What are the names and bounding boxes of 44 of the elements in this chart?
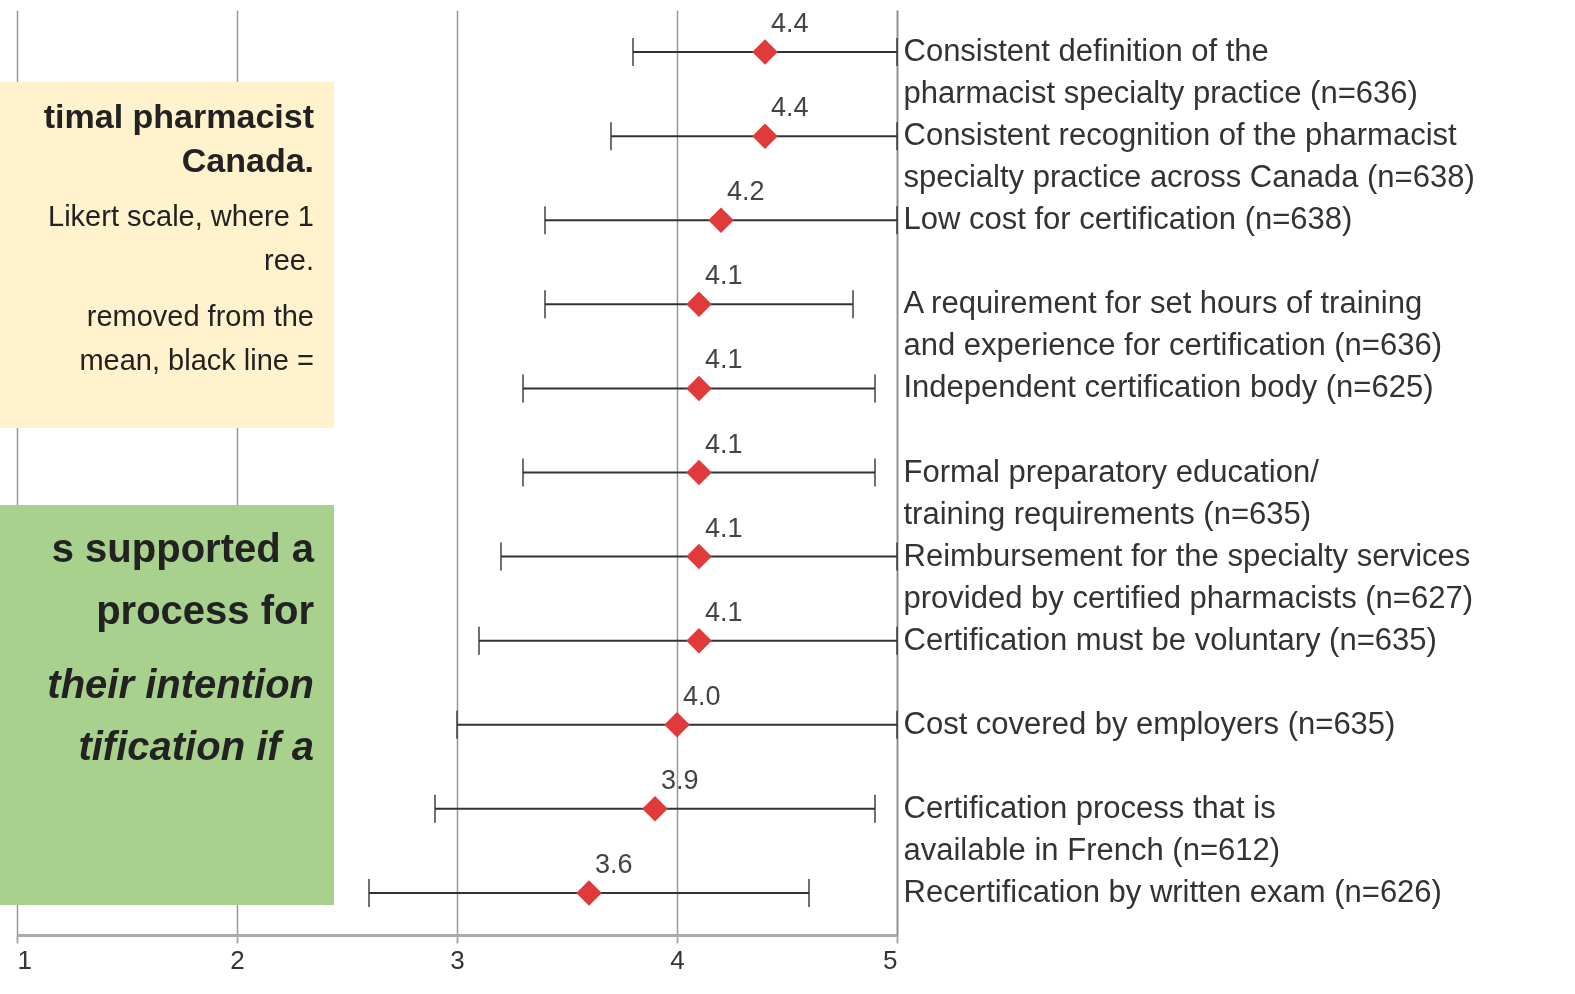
- x-tick-label: 2: [230, 944, 245, 975]
- point: [752, 39, 778, 65]
- data-label: 4.1: [705, 596, 743, 627]
- data-label: 4.0: [683, 680, 721, 711]
- annotation: their intention tification if a: [46, 661, 314, 770]
- y-tick-label: Recertification by written exam (n=626): [903, 873, 1442, 909]
- data-label: 4.1: [705, 428, 743, 459]
- y-tick-label: Consistent definition of the pharmacist specialty practice (n=636): [903, 33, 1418, 111]
- note-box: s supported a process for their intention tification if a: [0, 505, 334, 905]
- point: [686, 627, 712, 654]
- point: [686, 543, 712, 570]
- y-tick-label: Cost covered by employers (n=635): [903, 705, 1396, 741]
- y-tick-label: Low cost for certification (n=638): [903, 201, 1353, 237]
- annotation: Likert scale, where 1 ree.: [47, 199, 314, 278]
- x-tick-label: 5: [883, 944, 898, 975]
- point: [708, 207, 734, 233]
- data-label: 4.1: [705, 260, 743, 291]
- data-label: 4.4: [771, 92, 809, 123]
- y-tick-label: Formal preparatory education/ training requirements (n=635): [903, 453, 1320, 531]
- point: [752, 123, 778, 149]
- point: [642, 796, 668, 822]
- y-tick-label: Independent certification body (n=625): [903, 369, 1434, 405]
- y-tick-label: Consistent recognition of the pharmacist specialty practice across Canada (n=638): [903, 117, 1475, 195]
- point: [576, 880, 602, 906]
- data-label: 3.9: [661, 764, 699, 795]
- y-tick-label: Reimbursement for the specialty services provided by certified pharmacists (n=627): [903, 537, 1473, 615]
- point: [686, 375, 712, 402]
- y-tick-label: Certification process that is available in French (n=612): [903, 789, 1281, 867]
- x-tick-label: 1: [17, 944, 32, 975]
- note-box: timal pharmacist Canada. Likert scale, where 1 ree. removed from the mean, black line =: [0, 82, 334, 428]
- point: [686, 291, 712, 318]
- point: [686, 459, 712, 486]
- data-label: 3.6: [595, 848, 633, 879]
- data-label: 4.4: [771, 8, 809, 39]
- y-tick-label: Certification must be voluntary (n=635): [903, 621, 1437, 657]
- data-label: 4.2: [727, 176, 765, 207]
- annotation: removed from the mean, black line =: [78, 299, 314, 378]
- data-label: 4.1: [705, 512, 743, 543]
- x-tick-label: 4: [670, 944, 685, 975]
- annotation: timal pharmacist Canada.: [42, 96, 314, 181]
- y-tick-label: A requirement for set hours of training and experience for certification (n=636): [903, 285, 1443, 363]
- point: [664, 712, 690, 738]
- x-tick-label: 3: [450, 944, 465, 975]
- data-label: 4.1: [705, 344, 743, 375]
